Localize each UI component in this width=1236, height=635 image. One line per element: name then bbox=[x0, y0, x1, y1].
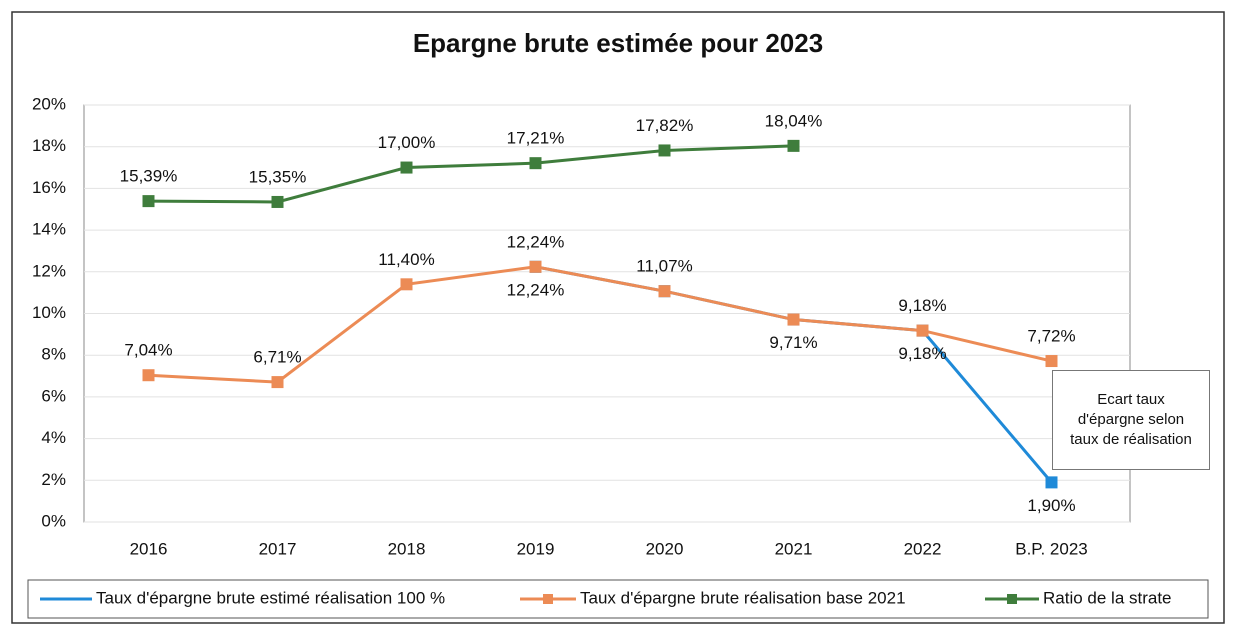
x-tick-label: 2016 bbox=[130, 539, 168, 558]
data-label: 11,40% bbox=[378, 250, 434, 269]
point-marker bbox=[658, 285, 671, 298]
x-tick-label: 2018 bbox=[388, 539, 426, 558]
y-tick-label: 0% bbox=[41, 511, 66, 530]
point-marker bbox=[658, 144, 671, 157]
data-label: 17,82% bbox=[636, 116, 694, 135]
series-line bbox=[148, 265, 1052, 384]
x-tick-label: 2021 bbox=[775, 539, 813, 558]
point-marker bbox=[787, 313, 800, 326]
point-marker bbox=[529, 260, 542, 273]
legend-label: Taux d'épargne brute estimé réalisation … bbox=[96, 588, 445, 607]
chart-title: Epargne brute estimée pour 2023 bbox=[413, 28, 823, 58]
point-marker bbox=[1045, 476, 1058, 489]
x-tick-label: 2019 bbox=[517, 539, 555, 558]
data-label: 15,35% bbox=[249, 167, 307, 186]
y-tick-label: 20% bbox=[32, 94, 66, 113]
y-tick-label: 16% bbox=[32, 178, 66, 197]
y-tick-label: 4% bbox=[41, 428, 66, 447]
y-tick-label: 6% bbox=[41, 386, 66, 405]
legend-label: Ratio de la strate bbox=[1043, 588, 1172, 607]
point-marker bbox=[787, 139, 800, 152]
legend-marker bbox=[543, 594, 553, 604]
data-label: 12,24% bbox=[507, 280, 565, 299]
point-marker bbox=[142, 369, 155, 382]
x-tick-label: 2020 bbox=[646, 539, 684, 558]
y-tick-label: 2% bbox=[41, 470, 66, 489]
y-tick-label: 8% bbox=[41, 345, 66, 364]
point-marker bbox=[271, 376, 284, 389]
data-label: 1,90% bbox=[1027, 496, 1075, 515]
series-line bbox=[148, 144, 794, 204]
point-marker bbox=[400, 278, 413, 291]
data-label: 11,07% bbox=[636, 257, 692, 276]
legend-marker bbox=[1007, 594, 1017, 604]
y-tick-label: 10% bbox=[32, 303, 66, 322]
point-marker bbox=[142, 195, 155, 208]
y-tick-label: 14% bbox=[32, 220, 66, 239]
data-label: 18,04% bbox=[765, 111, 823, 130]
x-tick-label: B.P. 2023 bbox=[1015, 539, 1087, 558]
point-marker bbox=[400, 161, 413, 174]
annotation: Ecart taux d'épargne selon taux de réali… bbox=[1052, 370, 1210, 470]
data-label: 6,71% bbox=[253, 348, 301, 367]
data-label: 7,04% bbox=[124, 341, 172, 360]
data-label: 17,21% bbox=[507, 129, 565, 148]
data-label: 9,18% bbox=[898, 296, 946, 315]
y-tick-label: 18% bbox=[32, 136, 66, 155]
point-marker bbox=[916, 324, 929, 337]
x-tick-label: 2017 bbox=[259, 539, 297, 558]
data-label: 15,39% bbox=[120, 167, 178, 186]
legend-label: Taux d'épargne brute réalisation base 20… bbox=[580, 588, 906, 607]
x-tick-label: 2022 bbox=[904, 539, 942, 558]
data-label: 7,72% bbox=[1027, 327, 1075, 346]
data-label: 17,00% bbox=[378, 133, 436, 152]
point-marker bbox=[1045, 355, 1058, 368]
data-label: 9,18% bbox=[898, 344, 946, 363]
data-label: 9,71% bbox=[769, 333, 817, 352]
point-marker bbox=[271, 195, 284, 208]
point-marker bbox=[529, 157, 542, 170]
data-label: 12,24% bbox=[507, 232, 565, 251]
y-tick-label: 12% bbox=[32, 261, 66, 280]
